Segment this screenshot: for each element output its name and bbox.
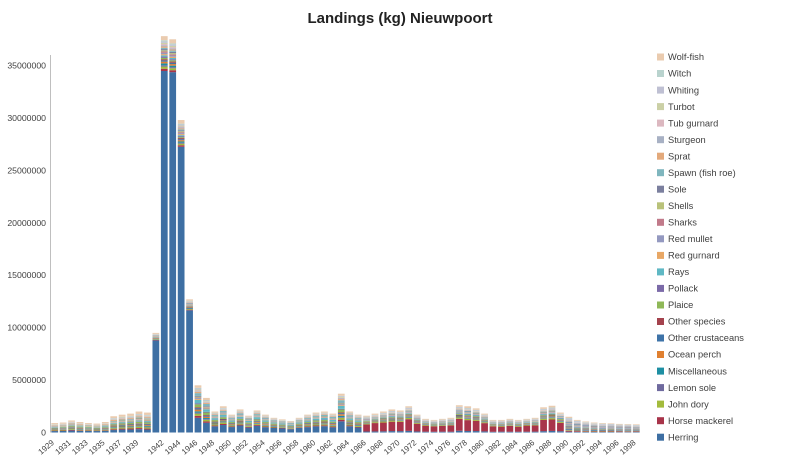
- svg-text:1956: 1956: [264, 438, 284, 457]
- svg-text:1948: 1948: [197, 438, 217, 457]
- svg-text:1998: 1998: [618, 438, 638, 457]
- svg-text:Lemon sole: Lemon sole: [668, 383, 716, 393]
- svg-text:Witch: Witch: [668, 69, 691, 79]
- svg-text:1929: 1929: [37, 438, 57, 457]
- svg-text:Sole: Sole: [668, 184, 687, 194]
- svg-text:Miscellaneous: Miscellaneous: [668, 366, 727, 376]
- svg-text:Wolf-fish: Wolf-fish: [668, 52, 704, 62]
- svg-text:1968: 1968: [365, 438, 385, 457]
- svg-text:30000000: 30000000: [7, 113, 46, 123]
- svg-text:Spawn (fish roe): Spawn (fish roe): [668, 168, 736, 178]
- svg-text:Sprat: Sprat: [668, 151, 691, 161]
- svg-text:1996: 1996: [601, 438, 621, 457]
- svg-text:Herring: Herring: [668, 432, 698, 442]
- svg-text:1966: 1966: [348, 438, 368, 457]
- svg-text:Red mullet: Red mullet: [668, 234, 713, 244]
- svg-text:Other species: Other species: [668, 317, 726, 327]
- svg-text:Tub gurnard: Tub gurnard: [668, 118, 718, 128]
- svg-text:1942: 1942: [146, 438, 166, 457]
- svg-text:1939: 1939: [121, 438, 141, 457]
- svg-text:35000000: 35000000: [7, 61, 46, 71]
- svg-text:Horse mackerel: Horse mackerel: [668, 416, 733, 426]
- svg-text:Pollack: Pollack: [668, 284, 698, 294]
- svg-text:1950: 1950: [214, 438, 234, 457]
- svg-text:1974: 1974: [416, 438, 436, 457]
- svg-text:1994: 1994: [584, 438, 604, 457]
- svg-text:1958: 1958: [281, 438, 301, 457]
- svg-text:20000000: 20000000: [7, 218, 46, 228]
- svg-text:1986: 1986: [517, 438, 537, 457]
- svg-text:Sharks: Sharks: [668, 218, 697, 228]
- svg-text:1954: 1954: [247, 438, 267, 457]
- svg-text:1952: 1952: [230, 438, 250, 457]
- svg-text:1992: 1992: [568, 438, 588, 457]
- svg-text:Other crustaceans: Other crustaceans: [668, 333, 744, 343]
- svg-text:1984: 1984: [500, 438, 520, 457]
- svg-text:Red gurnard: Red gurnard: [668, 251, 720, 261]
- svg-text:1944: 1944: [163, 438, 183, 457]
- svg-text:0: 0: [41, 428, 46, 438]
- svg-text:1960: 1960: [298, 438, 318, 457]
- svg-text:Plaice: Plaice: [668, 300, 693, 310]
- svg-text:Shells: Shells: [668, 201, 694, 211]
- svg-text:1964: 1964: [332, 438, 352, 457]
- svg-text:Turbot: Turbot: [668, 102, 695, 112]
- svg-text:1988: 1988: [534, 438, 554, 457]
- svg-text:1970: 1970: [382, 438, 402, 457]
- svg-text:Sturgeon: Sturgeon: [668, 135, 706, 145]
- svg-text:1972: 1972: [399, 438, 419, 457]
- svg-text:1976: 1976: [433, 438, 453, 457]
- svg-text:1982: 1982: [483, 438, 503, 457]
- svg-text:1935: 1935: [87, 438, 107, 457]
- svg-text:5000000: 5000000: [12, 375, 46, 385]
- svg-text:1978: 1978: [450, 438, 470, 457]
- svg-text:1933: 1933: [70, 438, 90, 457]
- svg-text:John dory: John dory: [668, 399, 709, 409]
- svg-text:Ocean perch: Ocean perch: [668, 350, 721, 360]
- svg-text:Whiting: Whiting: [668, 85, 699, 95]
- svg-text:1962: 1962: [315, 438, 335, 457]
- svg-text:25000000: 25000000: [7, 165, 46, 175]
- svg-text:1980: 1980: [466, 438, 486, 457]
- svg-text:1946: 1946: [180, 438, 200, 457]
- svg-text:10000000: 10000000: [7, 323, 46, 333]
- svg-text:1990: 1990: [551, 438, 571, 457]
- svg-text:15000000: 15000000: [7, 270, 46, 280]
- svg-text:Rays: Rays: [668, 267, 690, 277]
- svg-text:1937: 1937: [104, 438, 124, 457]
- svg-text:1931: 1931: [53, 438, 73, 457]
